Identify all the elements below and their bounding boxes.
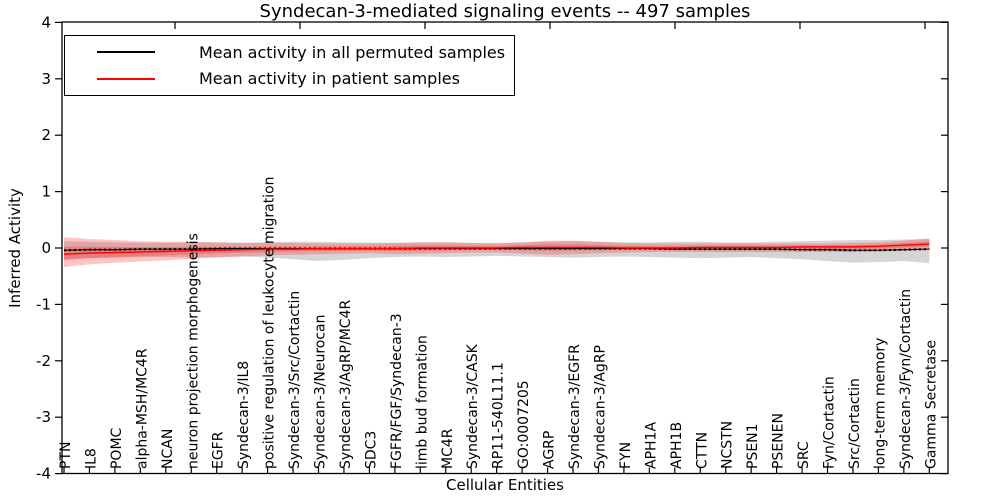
- x-tick-label: Src/Cortactin: [847, 378, 863, 469]
- x-tick-label: Fyn/Cortactin: [822, 376, 838, 469]
- x-tick-label: Syndecan-3/IL8: [236, 361, 252, 469]
- y-tick-label: 4: [41, 13, 51, 31]
- patient-confidence-band: [64, 237, 930, 268]
- x-tick-label: PSENEN: [771, 413, 787, 469]
- x-tick-label: AGRP: [542, 431, 558, 469]
- x-tick-label: Syndecan-3/AgRP: [592, 345, 608, 469]
- x-tick-label: positive regulation of leukocyte migrati…: [262, 176, 278, 469]
- legend-label-permuted: Mean activity in all permuted samples: [199, 42, 506, 62]
- y-tick-label: -3: [36, 408, 51, 426]
- x-tick-label: FYN: [618, 442, 634, 469]
- x-tick-label: Syndecan-3/AgRP/MC4R: [338, 300, 354, 469]
- x-tick-label: Syndecan-3/Neurocan: [313, 315, 329, 470]
- x-tick-label: IL8: [83, 448, 99, 469]
- y-axis-label: Inferred Activity: [6, 188, 24, 308]
- x-axis-label: Cellular Entities: [446, 476, 564, 494]
- patient-confidence-band-inner: [64, 241, 930, 261]
- x-tick-label: NCSTN: [720, 421, 736, 469]
- y-tick-label: -4: [36, 465, 51, 483]
- y-tick-label: -1: [36, 295, 51, 313]
- y-tick-label: 0: [41, 239, 51, 257]
- legend-item-patient: Mean activity in patient samples: [65, 69, 514, 88]
- x-tick-label: alpha-MSH/MC4R: [134, 348, 150, 469]
- x-tick-label: long-term memory: [872, 338, 888, 469]
- x-tick-label: SRC: [796, 441, 812, 469]
- x-tick-label: NCAN: [160, 429, 176, 469]
- x-tick-label: PTN: [58, 442, 74, 469]
- x-tick-label: GO:0007205: [516, 380, 532, 469]
- legend-item-permuted: Mean activity in all permuted samples: [65, 43, 514, 62]
- patient-mean-line: [63, 243, 930, 255]
- permuted-mean-markers: [63, 247, 930, 252]
- x-tick-label: limb bud formation: [414, 335, 430, 469]
- x-tick-label: APH1A: [643, 422, 659, 469]
- x-tick-label: SDC3: [363, 431, 379, 469]
- legend-label-patient: Mean activity in patient samples: [199, 69, 460, 89]
- chart-title: Syndecan-3-mediated signaling events -- …: [259, 1, 751, 22]
- x-tick-label: Syndecan-3/CASK: [465, 343, 481, 469]
- y-tick-label: 3: [41, 70, 51, 88]
- y-tick-label: -2: [36, 352, 51, 370]
- x-tick-label: APH1B: [669, 422, 685, 469]
- x-tick-label: Syndecan-3/Fyn/Cortactin: [898, 289, 914, 469]
- x-tick-label: MC4R: [440, 428, 456, 469]
- y-tick-label: 2: [41, 126, 51, 144]
- black-line-swatch: [97, 51, 155, 54]
- permuted-confidence-band: [64, 238, 930, 264]
- red-line-swatch: [97, 77, 155, 80]
- x-tick-label: Gamma Secretase: [923, 340, 939, 469]
- legend: Mean activity in all permuted samples Me…: [64, 35, 515, 96]
- x-tick-label: RP11-540L11.1: [491, 362, 507, 469]
- x-tick-label: FGFR/FGF/Syndecan-3: [389, 313, 405, 469]
- x-tick-label: Syndecan-3/Src/Cortactin: [287, 291, 303, 469]
- x-tick-label: EGFR: [211, 431, 227, 469]
- x-tick-label: CTTN: [694, 432, 710, 469]
- x-tick-label: neuron projection morphogenesis: [185, 233, 201, 469]
- x-tick-label: POMC: [109, 427, 125, 469]
- x-tick-label: PSEN1: [745, 423, 761, 469]
- x-tick-label: Syndecan-3/EGFR: [567, 344, 583, 469]
- y-tick-label: 1: [41, 183, 51, 201]
